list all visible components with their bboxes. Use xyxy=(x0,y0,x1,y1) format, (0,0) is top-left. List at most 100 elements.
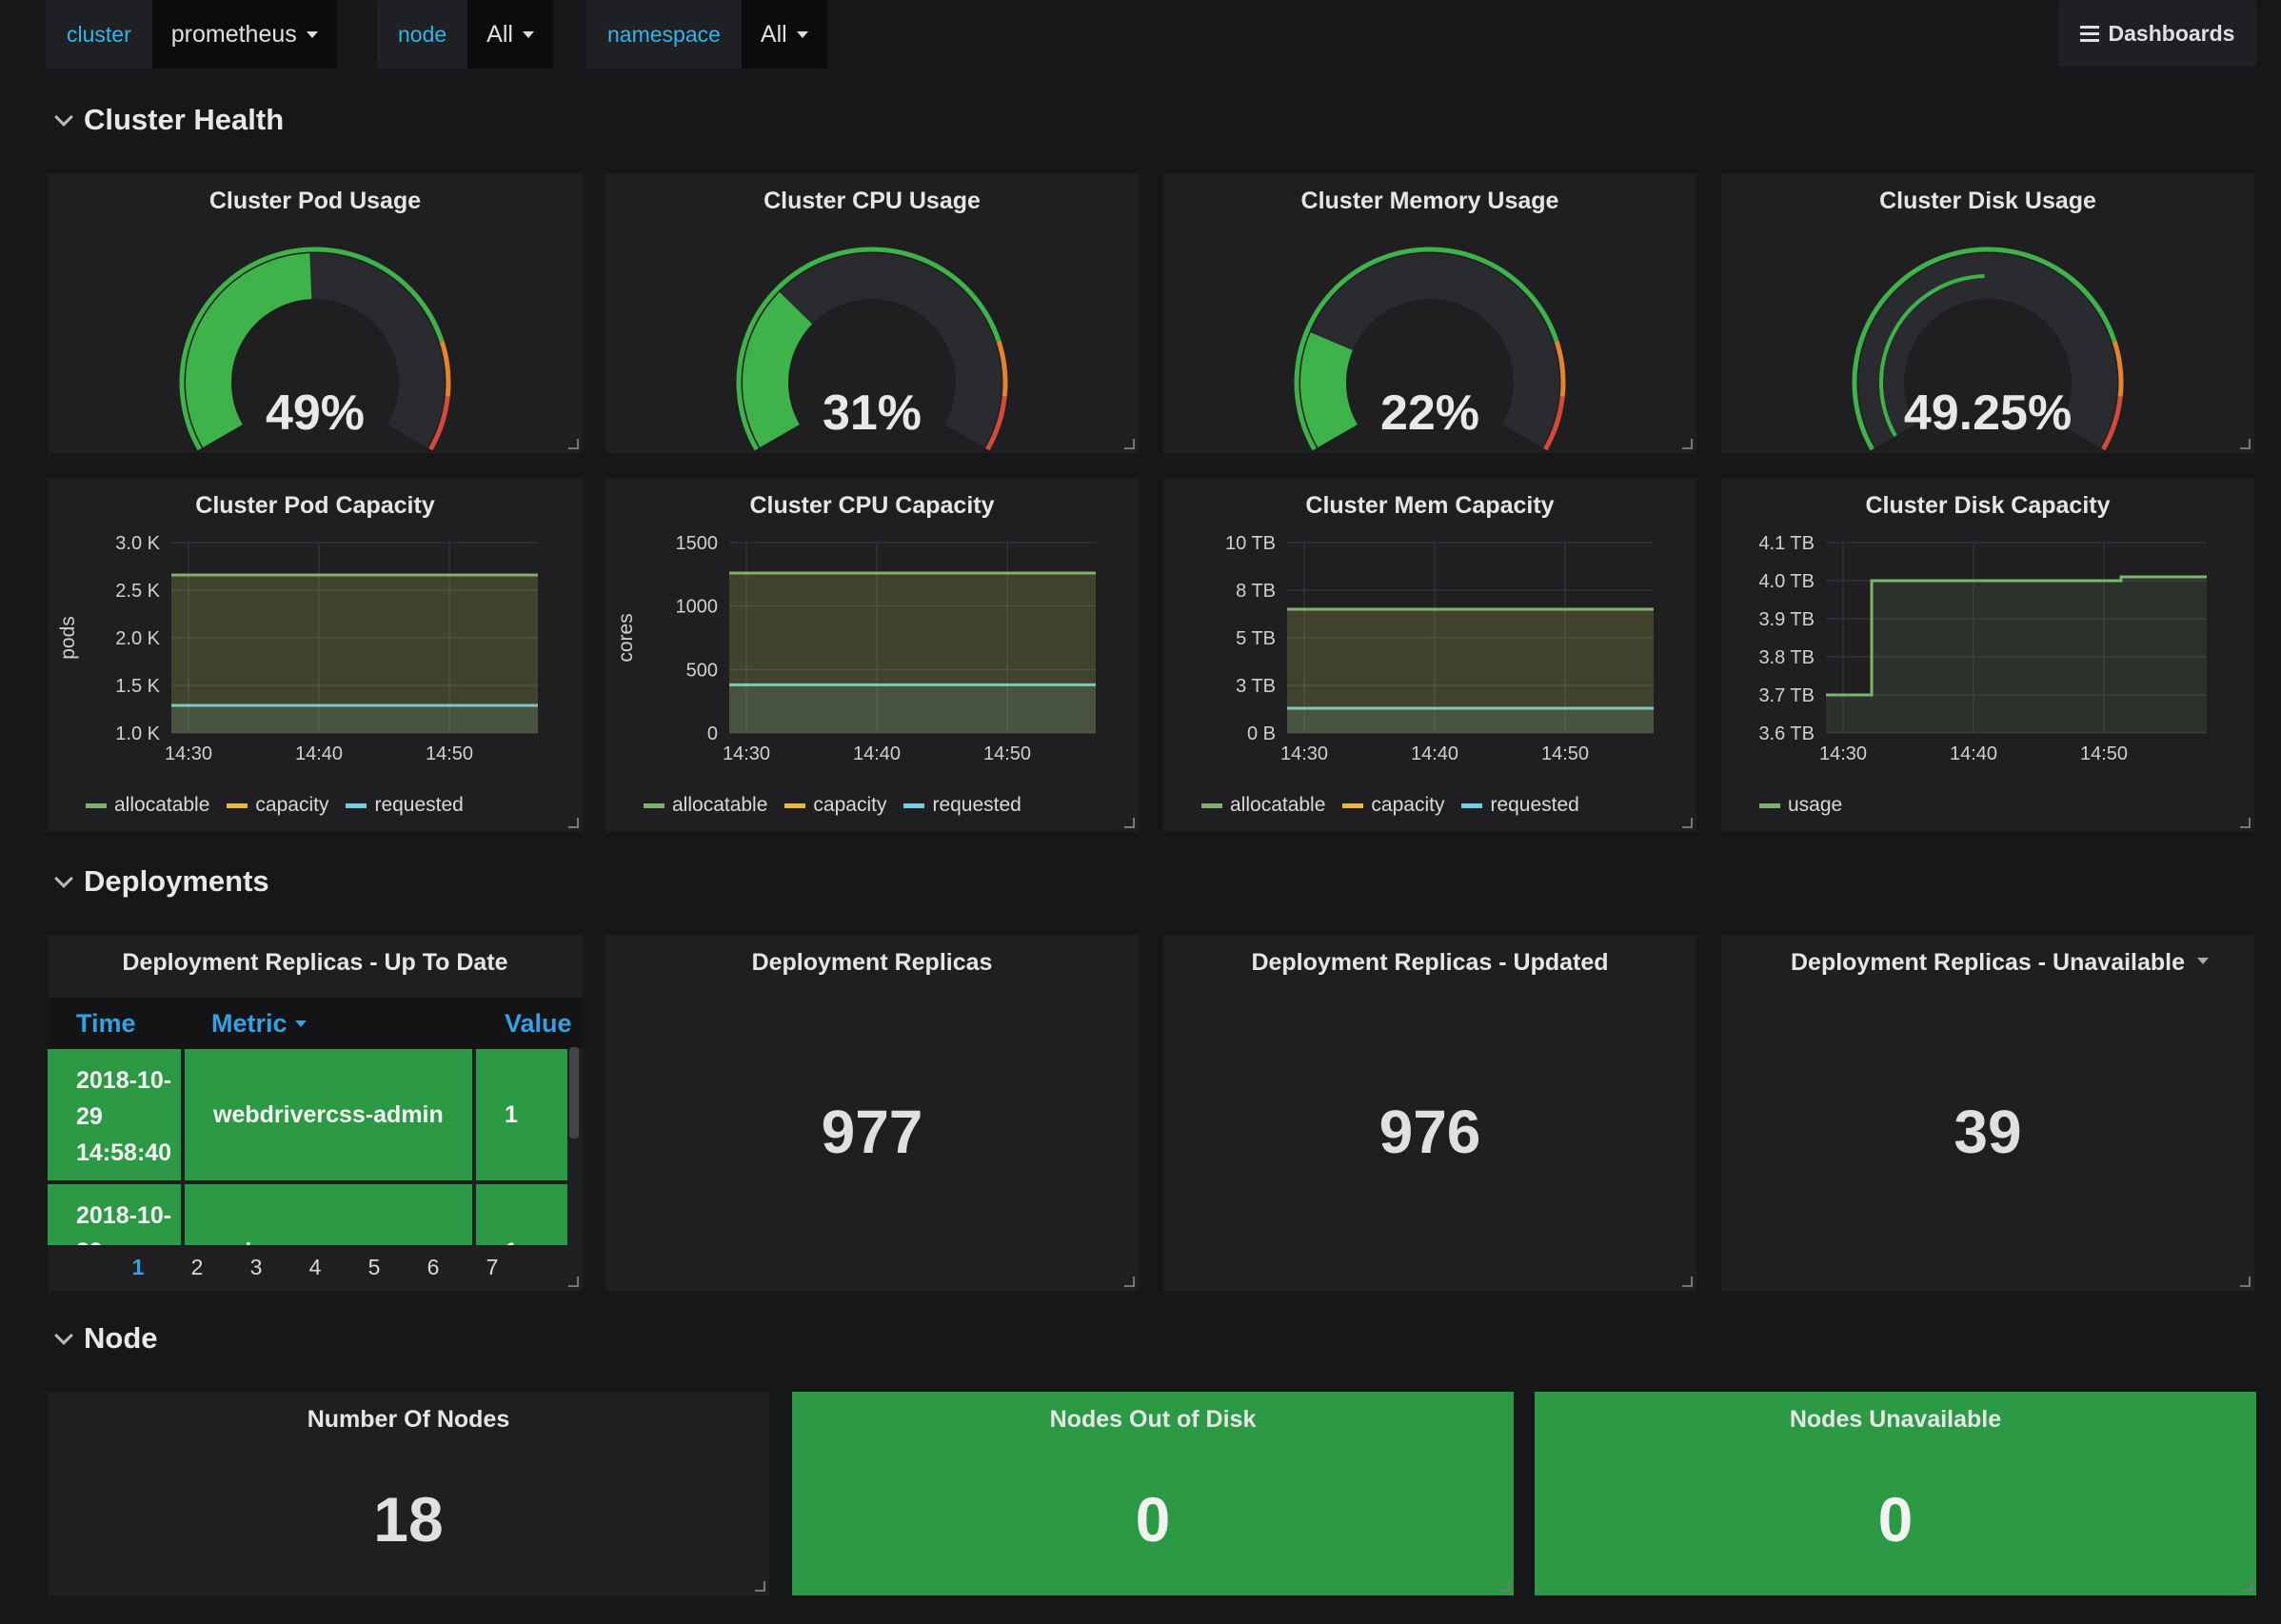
column-header-metric[interactable]: Metric xyxy=(211,998,307,1049)
resize-handle[interactable] xyxy=(2242,1581,2252,1592)
dashboards-button[interactable]: Dashboards xyxy=(2058,0,2256,67)
page-link[interactable]: 2 xyxy=(190,1255,204,1279)
panel-title: Cluster CPU Usage xyxy=(764,188,981,214)
panel-pod-capacity: Cluster Pod Capacity 1.0 K 1.5 K 2.0 K 2.5 … xyxy=(48,478,583,832)
column-label: Value xyxy=(505,1009,572,1038)
page-link[interactable]: 5 xyxy=(367,1255,381,1279)
x-tick-label: 14:40 xyxy=(295,743,343,764)
panel-menu-caret-icon[interactable] xyxy=(2197,958,2209,964)
gauge-threshold-green xyxy=(1852,247,2117,451)
panel-title: Deployment Replicas - Updated xyxy=(1251,949,1609,976)
legend-swatch xyxy=(1461,802,1483,808)
resize-handle[interactable] xyxy=(2240,439,2251,449)
legend-item[interactable]: requested xyxy=(346,794,464,817)
table-cell-time: 2018-10-29 14:58:40 xyxy=(48,1049,181,1180)
legend-label: usage xyxy=(1788,794,1843,816)
legend-label: requested xyxy=(374,794,464,816)
dashboards-button-label: Dashboards xyxy=(2108,20,2235,46)
y-tick-label: 3.9 TB xyxy=(1758,609,1815,630)
legend-swatch xyxy=(644,802,664,808)
gauge xyxy=(1294,247,1566,451)
legend-item[interactable]: usage xyxy=(1759,794,1842,817)
page-link[interactable]: 7 xyxy=(486,1255,499,1279)
panel-title: Deployment Replicas xyxy=(751,949,993,976)
gauge xyxy=(736,247,1008,451)
chart: 0 B 3 TB 5 TB 8 TB 10 TB 14:30 14:40 14:50 xyxy=(1225,533,1654,764)
x-tick-label: 14:30 xyxy=(165,743,212,764)
legend-item[interactable]: allocatable xyxy=(86,794,209,817)
legend-label: capacity xyxy=(1371,794,1445,816)
legend-swatch xyxy=(346,802,367,808)
variable-select-namespace[interactable]: All xyxy=(741,0,827,69)
y-tick-label: 2.0 K xyxy=(115,628,160,649)
resize-handle[interactable] xyxy=(1682,439,1693,449)
column-header-value[interactable]: Value xyxy=(505,998,572,1049)
chevron-down-icon xyxy=(54,869,73,888)
gauge-threshold-green xyxy=(736,247,1002,451)
chart: 0 500 1000 1500 14:30 14:40 14:50 cores xyxy=(615,533,1096,764)
variable-label: cluster xyxy=(46,0,152,69)
row-node[interactable]: Node xyxy=(54,1321,158,1356)
gauge-threshold-red xyxy=(985,396,1007,451)
resize-handle[interactable] xyxy=(1124,439,1135,449)
resize-handle[interactable] xyxy=(1682,818,1693,828)
legend-item[interactable]: allocatable xyxy=(644,794,767,817)
y-tick-label: 1000 xyxy=(676,597,719,618)
variable-label: namespace xyxy=(586,0,742,69)
resize-handle[interactable] xyxy=(755,1581,765,1592)
resize-handle[interactable] xyxy=(1682,1277,1693,1287)
y-tick-label: 3 TB xyxy=(1236,676,1276,697)
resize-handle[interactable] xyxy=(568,439,579,449)
y-tick-label: 4.0 TB xyxy=(1758,571,1815,592)
page-link[interactable]: 1 xyxy=(131,1255,145,1279)
resize-handle[interactable] xyxy=(2240,1277,2251,1287)
resize-handle[interactable] xyxy=(1124,1277,1135,1287)
variable-select-node[interactable]: All xyxy=(467,0,553,69)
legend-item[interactable]: requested xyxy=(903,794,1021,817)
variable-select-cluster[interactable]: prometheus xyxy=(151,0,337,69)
series-area-capacity xyxy=(729,573,1096,733)
legend-item[interactable]: capacity xyxy=(227,794,328,817)
stat-value: 0 xyxy=(1135,1484,1171,1555)
resize-handle[interactable] xyxy=(2240,818,2251,828)
page-link[interactable]: 6 xyxy=(426,1255,440,1279)
gauge-threshold-red xyxy=(1543,396,1565,451)
chevron-down-icon xyxy=(54,108,73,127)
y-tick-label: 10 TB xyxy=(1225,533,1276,554)
resize-handle[interactable] xyxy=(1499,1581,1510,1592)
variable-value: prometheus xyxy=(170,20,297,48)
caret-down-icon xyxy=(796,30,808,38)
panel-replicas-up-to-date: Deployment Replicas - Up To Date Time Me… xyxy=(48,935,583,1291)
panel-title: Cluster Pod Usage xyxy=(208,188,422,214)
y-tick-label: 1.5 K xyxy=(115,676,160,697)
x-tick-label: 14:40 xyxy=(1411,743,1458,764)
legend-item[interactable]: requested xyxy=(1461,794,1579,817)
panel-disk-usage: Cluster Disk Usage 49.25% xyxy=(1721,173,2254,453)
legend-swatch xyxy=(227,802,248,808)
stat-value: 0 xyxy=(1877,1484,1914,1555)
table-cell-metric: webdrivercss-admin xyxy=(185,1049,472,1180)
row-deployments[interactable]: Deployments xyxy=(54,864,269,899)
variable-namespace: namespace All xyxy=(586,0,827,69)
resize-handle[interactable] xyxy=(568,818,579,828)
panel-title: Nodes Unavailable xyxy=(1789,1406,2002,1433)
series-area-usage xyxy=(1826,577,2207,733)
panel-cpu-capacity: Cluster CPU Capacity 0 500 1000 1500 14:30 14… xyxy=(605,478,1139,832)
row-cluster-health[interactable]: Cluster Health xyxy=(54,103,284,137)
variable-label: node xyxy=(377,0,468,69)
page-link[interactable]: 3 xyxy=(249,1255,263,1279)
page-link[interactable]: 4 xyxy=(308,1255,322,1279)
legend-swatch xyxy=(784,802,806,808)
gauge-fill xyxy=(1879,274,1985,437)
panel-deployment-replicas-unavailable: Deployment Replicas - Unavailable 39 xyxy=(1721,935,2254,1291)
legend-item[interactable]: allocatable xyxy=(1201,794,1325,817)
column-header-time[interactable]: Time xyxy=(76,998,136,1049)
resize-handle[interactable] xyxy=(1124,818,1135,828)
legend-item[interactable]: capacity xyxy=(784,794,886,817)
y-tick-label: 3.8 TB xyxy=(1758,647,1815,668)
resize-handle[interactable] xyxy=(568,1277,579,1287)
legend: allocatable capacity requested xyxy=(86,794,464,817)
gauge-value: 31% xyxy=(822,386,922,441)
legend-item[interactable]: capacity xyxy=(1342,794,1444,817)
table-scrollbar[interactable] xyxy=(569,1047,579,1139)
